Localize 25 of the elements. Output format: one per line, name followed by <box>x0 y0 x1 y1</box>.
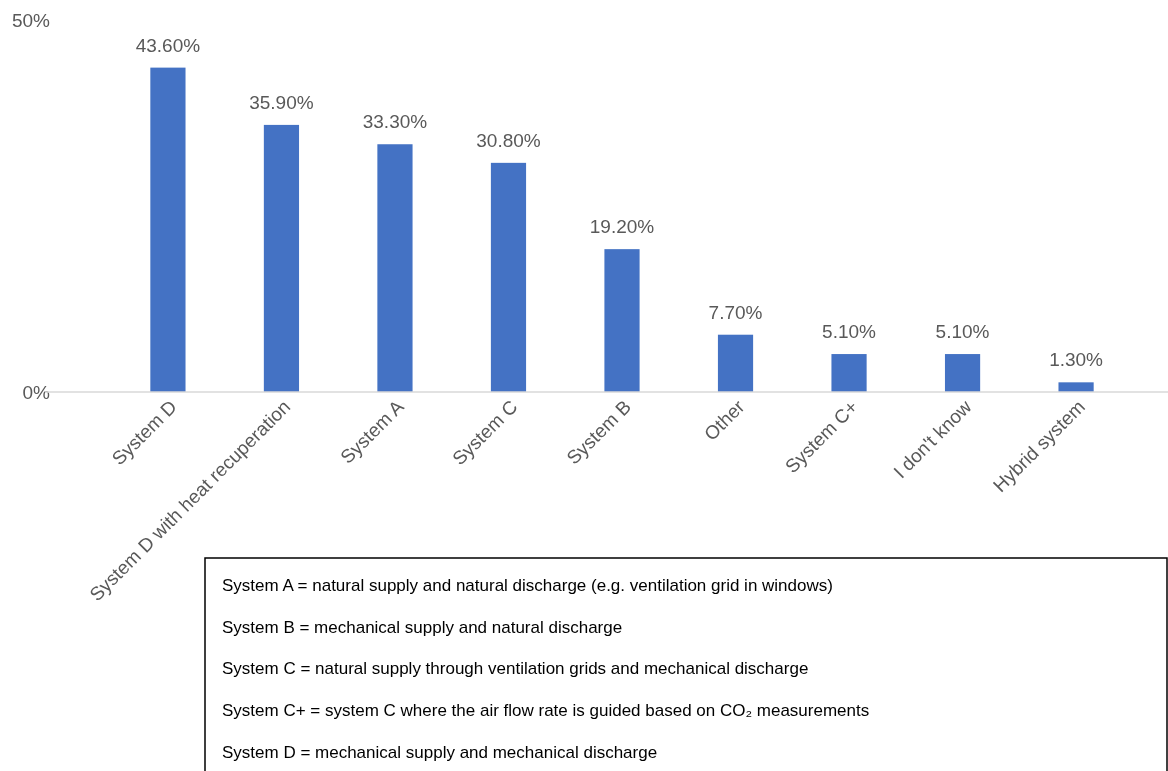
bar <box>944 354 981 392</box>
data-label: 33.30% <box>362 111 428 133</box>
data-label: 43.60% <box>135 34 201 56</box>
data-label: 30.80% <box>476 129 541 151</box>
bar <box>490 162 527 392</box>
text: System C = natural supply through ventilation grids and mechanical discharge <box>222 659 809 679</box>
data-label: 1.30% <box>1049 349 1104 371</box>
text: System D = mechanical supply and mechanical discharge <box>222 742 658 762</box>
bar <box>717 334 754 392</box>
data-label: 19.20% <box>589 216 655 238</box>
bar <box>263 124 300 392</box>
data-label: 5.10% <box>822 321 877 343</box>
y-tick-label: 50% <box>11 9 51 31</box>
data-label: 35.90% <box>249 91 314 113</box>
data-label: 5.10% <box>935 321 990 343</box>
text: System B = mechanical supply and natural discharge <box>222 617 623 637</box>
bar <box>150 67 186 392</box>
bar <box>377 144 413 392</box>
text: System C+ = system C where the air flow rate is guided based on CO₂ measurements <box>222 701 870 721</box>
data-label: 7.70% <box>708 301 763 323</box>
y-tick-label: 0% <box>22 381 51 403</box>
bar <box>831 354 867 392</box>
bar <box>1058 382 1094 392</box>
text: System A = natural supply and natural discharge (e.g. ventilation grid in windows) <box>222 576 833 595</box>
bar <box>604 249 640 392</box>
